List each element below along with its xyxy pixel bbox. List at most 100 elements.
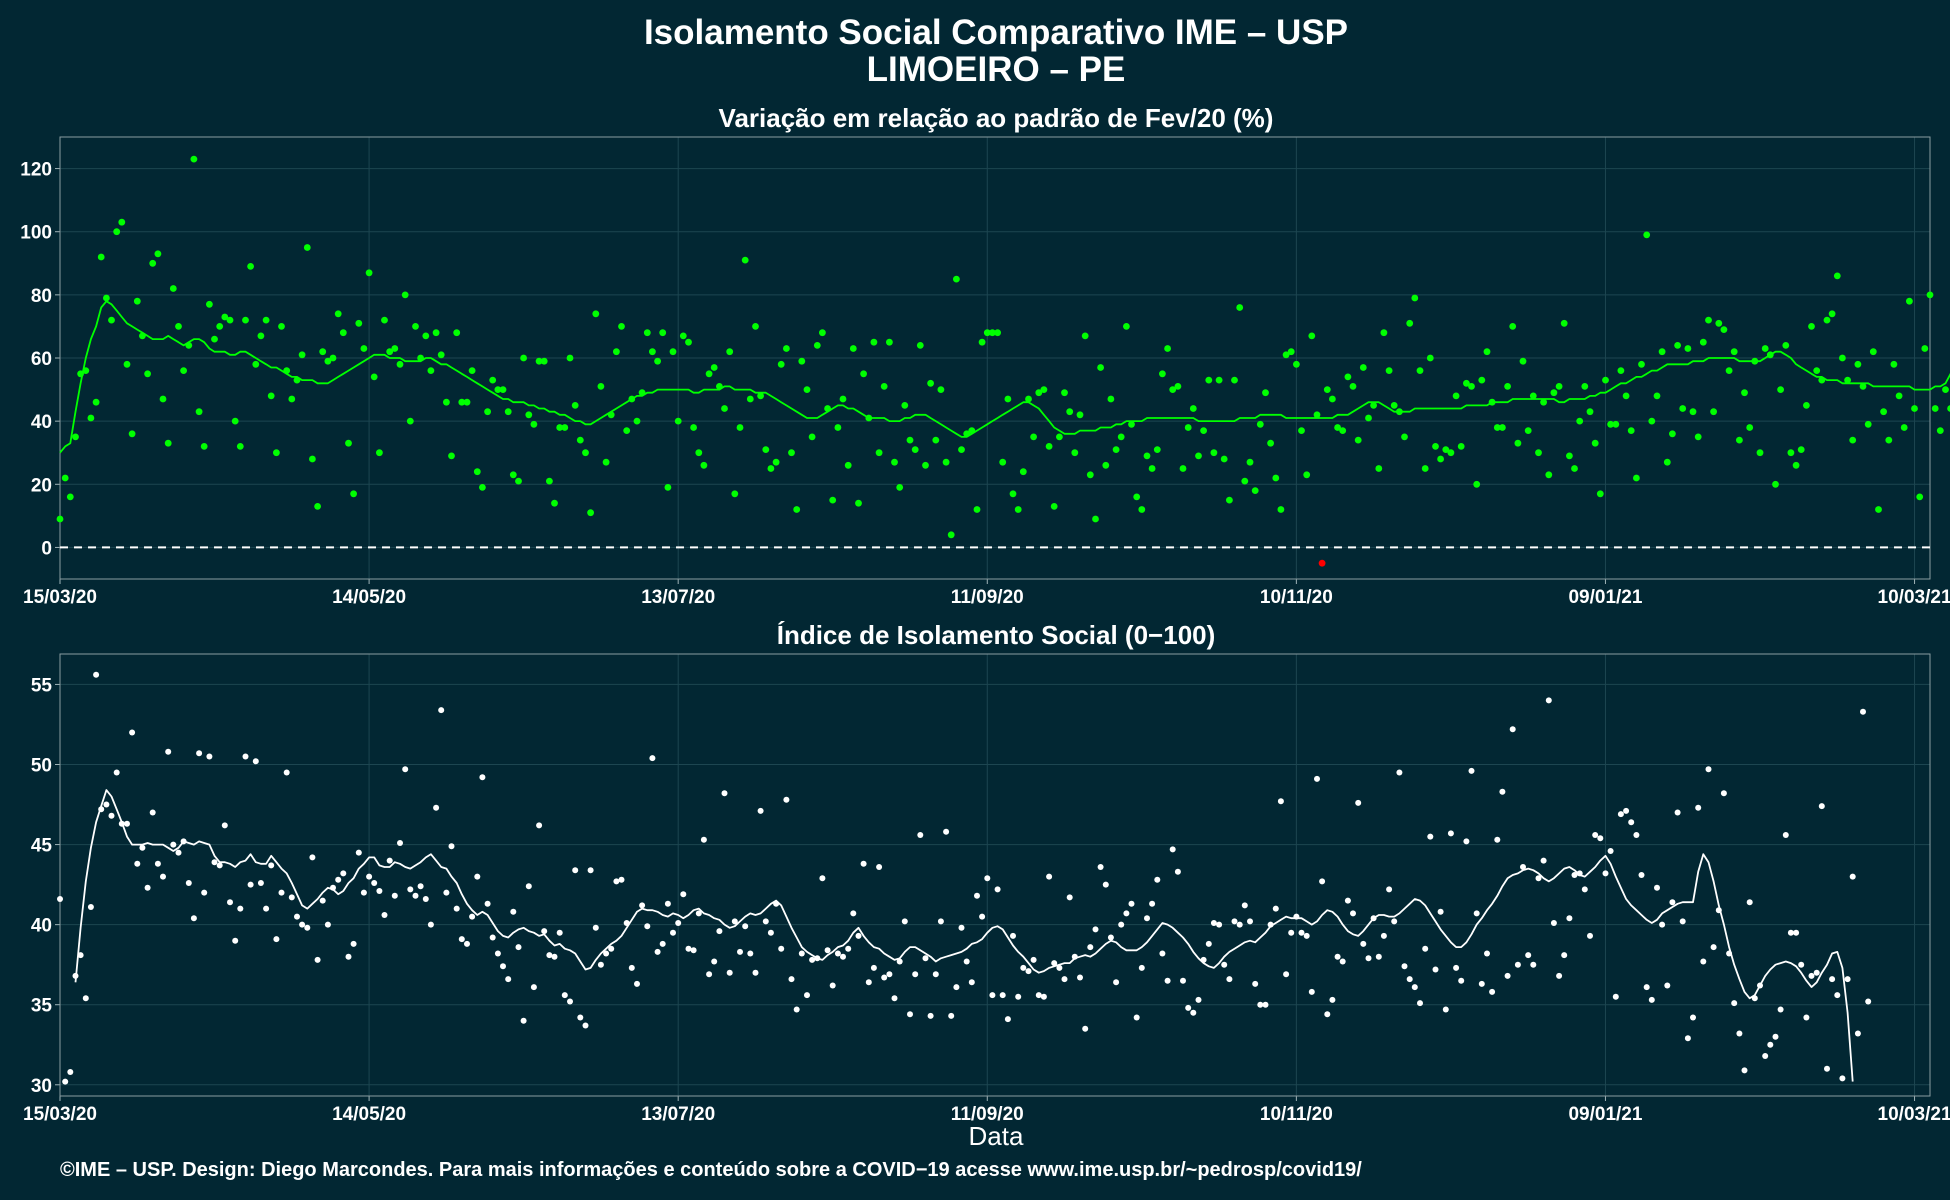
data-point — [783, 796, 790, 803]
data-point — [917, 832, 924, 838]
data-point — [1715, 319, 1723, 327]
data-point — [1689, 408, 1697, 416]
data-point — [1777, 1006, 1784, 1013]
data-point — [726, 969, 733, 976]
data-point — [1323, 386, 1331, 393]
data-point — [948, 1012, 955, 1019]
data-point — [247, 263, 255, 270]
data-point — [500, 963, 506, 970]
data-point — [381, 316, 388, 324]
data-point — [736, 424, 744, 431]
data-point — [365, 269, 373, 277]
data-point — [1339, 958, 1346, 965]
data-point — [1566, 915, 1573, 922]
data-point — [489, 376, 497, 384]
data-point — [1457, 443, 1465, 450]
x-tick-label: 10/11/20 — [1260, 587, 1333, 608]
data-point — [242, 753, 249, 760]
data-point — [1710, 944, 1717, 951]
data-point — [1117, 433, 1125, 441]
data-point — [546, 952, 553, 959]
data-point — [1308, 332, 1316, 340]
data-point — [762, 446, 770, 453]
data-point — [829, 982, 836, 989]
data-point — [716, 383, 723, 390]
data-point — [690, 947, 697, 954]
data-point — [82, 367, 90, 374]
data-point — [1097, 864, 1104, 870]
data-point — [1756, 449, 1764, 457]
data-point — [1159, 950, 1166, 957]
data-point — [850, 910, 857, 917]
data-point — [1829, 976, 1836, 983]
data-point — [721, 405, 728, 412]
data-point — [309, 854, 316, 861]
data-point — [1035, 389, 1043, 397]
data-point — [628, 964, 635, 971]
data-point — [108, 316, 115, 324]
data-point — [1071, 953, 1078, 960]
data-point — [1050, 503, 1058, 510]
data-point — [1504, 383, 1511, 390]
data-point — [1056, 964, 1063, 971]
data-point — [1587, 932, 1593, 939]
data-point — [1489, 988, 1496, 995]
data-point — [865, 979, 872, 986]
data-point — [1401, 963, 1408, 970]
data-point — [1684, 345, 1692, 352]
data-point — [257, 880, 264, 886]
data-point — [227, 899, 233, 906]
data-point — [1123, 323, 1130, 330]
data-point — [1035, 992, 1042, 999]
data-point — [1612, 993, 1619, 1000]
data-point — [1757, 982, 1763, 989]
data-point — [1061, 389, 1068, 397]
data-point — [128, 430, 136, 438]
data-point — [1803, 1014, 1810, 1021]
data-point — [432, 329, 440, 337]
data-point — [1849, 436, 1857, 444]
data-point — [1107, 934, 1114, 941]
data-point — [1478, 980, 1485, 987]
data-point — [1061, 976, 1068, 983]
data-point — [958, 446, 965, 453]
data-point — [525, 411, 533, 419]
data-point — [386, 857, 393, 864]
data-point — [190, 155, 198, 163]
data-point — [726, 348, 734, 356]
data-point — [1184, 424, 1192, 431]
data-point — [1828, 310, 1836, 318]
data-point — [752, 969, 759, 976]
x-tick-label: 14/05/20 — [332, 587, 406, 608]
data-point — [922, 955, 929, 962]
data-point — [628, 395, 636, 403]
data-point — [1293, 360, 1300, 368]
data-point — [1833, 272, 1841, 280]
data-point — [1164, 977, 1171, 984]
data-point — [535, 357, 543, 365]
data-point — [1550, 920, 1557, 926]
data-point — [1277, 798, 1284, 805]
data-point — [401, 291, 409, 299]
data-point — [267, 392, 275, 400]
data-point — [1617, 367, 1625, 374]
data-point — [288, 395, 296, 403]
data-point — [1406, 976, 1413, 983]
data-point — [1514, 439, 1522, 447]
data-point — [752, 323, 759, 330]
caption: ©IME – USP. Design: Diego Marcondes. Par… — [60, 1159, 1362, 1181]
data-point — [82, 995, 89, 1002]
data-point — [1370, 915, 1377, 922]
data-point — [1076, 411, 1084, 419]
data-point — [1046, 873, 1053, 880]
data-point — [1447, 449, 1455, 457]
data-point — [561, 424, 569, 431]
data-point — [1190, 1009, 1197, 1016]
data-point — [819, 875, 826, 882]
data-point — [1684, 1035, 1691, 1042]
data-point — [649, 755, 656, 762]
data-point — [1097, 364, 1104, 371]
data-point — [814, 955, 821, 962]
data-point — [1885, 436, 1893, 444]
